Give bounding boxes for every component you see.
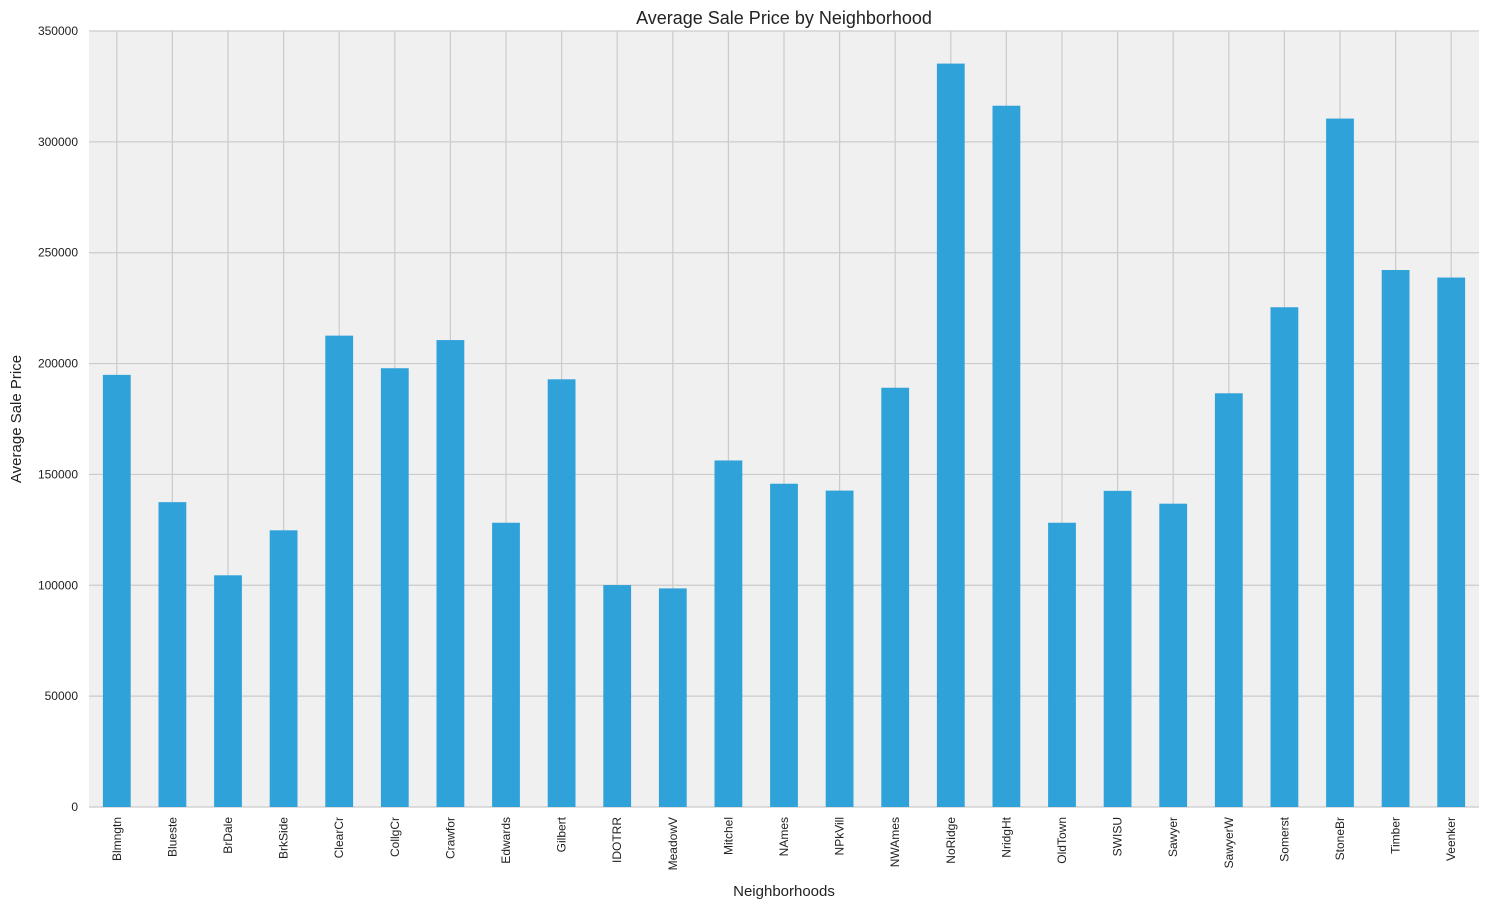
x-tick-label: Somerst (1277, 816, 1291, 861)
bar-IDOTRR (603, 585, 632, 807)
x-tick-label: BrkSide (277, 817, 291, 859)
bar-NridgHt (992, 105, 1021, 807)
y-tick-label: 0 (71, 800, 78, 814)
x-tick-label: NWAmes (888, 817, 902, 867)
bar-BrkSide (269, 530, 298, 807)
x-tick-label: MeadowV (666, 817, 680, 870)
bar-ClearCr (325, 335, 354, 807)
bar-SawyerW (1214, 393, 1243, 807)
y-tick-label: 50000 (45, 689, 79, 703)
bars (102, 63, 1466, 808)
x-tick-label: SWISU (1111, 817, 1125, 856)
y-tick-label: 150000 (38, 467, 78, 481)
bar-Gilbert (547, 379, 576, 807)
y-tick-label: 200000 (38, 357, 78, 371)
bar-BrDale (214, 575, 242, 807)
bar-Sawyer (1159, 503, 1188, 807)
x-tick-labels: Blmngtn Blueste BrDale BrkSide ClearCr CollgC… (110, 816, 1458, 870)
x-tick-label: Timber (1389, 817, 1403, 854)
x-tick-label: SawyerW (1222, 816, 1236, 868)
bar-NoRidge (936, 63, 965, 808)
bar-Veenker (1437, 277, 1466, 808)
x-tick-label: StoneBr (1333, 817, 1347, 860)
bar-Crawfor (436, 340, 465, 807)
x-tick-label: Mitchel (721, 817, 735, 855)
x-tick-label: Veenker (1444, 817, 1458, 861)
bar-MeadowV (658, 588, 687, 807)
x-axis-label: Neighborhoods (733, 883, 835, 900)
x-tick-label: Sawyer (1166, 817, 1180, 857)
x-tick-label: CollgCr (388, 817, 402, 857)
x-tick-label: Blmngtn (110, 817, 124, 861)
bar-NAmes (770, 483, 798, 807)
bar-NPkVill (825, 490, 854, 807)
x-tick-label: Gilbert (555, 816, 569, 852)
y-axis-label: Average Sale Price (8, 355, 25, 483)
bar-NWAmes (881, 387, 910, 807)
bar-Blueste (158, 502, 187, 807)
chart-title: Average Sale Price by Neighborhood (636, 8, 932, 28)
x-tick-label: NoRidge (944, 817, 958, 864)
x-tick-label: OldTown (1055, 817, 1069, 864)
x-tick-label: ClearCr (332, 817, 346, 858)
y-tick-label: 250000 (38, 246, 78, 260)
bar-CollgCr (380, 368, 409, 807)
bar-StoneBr (1326, 118, 1354, 807)
bar-Timber (1381, 270, 1410, 807)
y-tick-label: 100000 (38, 578, 78, 592)
bar-Somerst (1270, 307, 1299, 807)
bar-SWISU (1103, 490, 1132, 807)
x-tick-label: BrDale (221, 817, 235, 854)
x-tick-label: NridgHt (999, 816, 1013, 857)
bar-OldTown (1048, 522, 1076, 807)
x-tick-label: NPkVill (833, 817, 847, 855)
x-tick-label: NAmes (777, 817, 791, 856)
x-tick-label: Edwards (499, 817, 513, 864)
y-tick-labels: 0 50000 100000 150000 200000 250000 300000 3500… (38, 24, 78, 814)
x-tick-label: IDOTRR (610, 817, 624, 863)
bar-Blmngtn (102, 374, 131, 807)
y-tick-label: 350000 (38, 24, 78, 38)
x-tick-label: Blueste (165, 817, 179, 857)
bar-Edwards (492, 522, 520, 807)
x-tick-label: Crawfor (443, 817, 457, 859)
y-tick-label: 300000 (38, 135, 78, 149)
bar-Mitchel (714, 460, 743, 807)
